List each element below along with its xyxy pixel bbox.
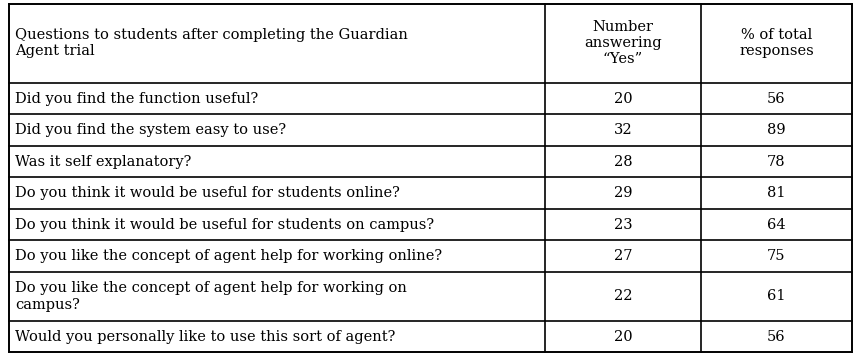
Text: 27: 27 [614, 249, 632, 263]
Text: Did you find the function useful?: Did you find the function useful? [15, 91, 259, 106]
Text: Do you think it would be useful for students on campus?: Do you think it would be useful for stud… [15, 218, 435, 232]
Text: 75: 75 [767, 249, 786, 263]
Text: Questions to students after completing the Guardian
Agent trial: Questions to students after completing t… [15, 28, 408, 58]
Text: Did you find the system easy to use?: Did you find the system easy to use? [15, 123, 287, 137]
Text: 23: 23 [614, 218, 632, 232]
Text: Number
answering
“Yes”: Number answering “Yes” [584, 20, 662, 67]
Text: Do you like the concept of agent help for working on
campus?: Do you like the concept of agent help fo… [15, 281, 407, 312]
Text: 56: 56 [767, 91, 786, 106]
Text: 64: 64 [767, 218, 786, 232]
Text: 22: 22 [614, 289, 632, 303]
Text: 28: 28 [614, 155, 632, 169]
Text: Do you think it would be useful for students online?: Do you think it would be useful for stud… [15, 186, 400, 200]
Text: 20: 20 [614, 330, 632, 344]
Text: 81: 81 [767, 186, 786, 200]
Text: 29: 29 [614, 186, 632, 200]
Text: 20: 20 [614, 91, 632, 106]
Text: 61: 61 [767, 289, 786, 303]
Text: Do you like the concept of agent help for working online?: Do you like the concept of agent help fo… [15, 249, 443, 263]
Text: 78: 78 [767, 155, 786, 169]
Text: 56: 56 [767, 330, 786, 344]
Text: 32: 32 [614, 123, 632, 137]
Text: % of total
responses: % of total responses [739, 28, 814, 58]
Text: Would you personally like to use this sort of agent?: Would you personally like to use this so… [15, 330, 396, 344]
Text: Was it self explanatory?: Was it self explanatory? [15, 155, 192, 169]
Text: 89: 89 [767, 123, 786, 137]
